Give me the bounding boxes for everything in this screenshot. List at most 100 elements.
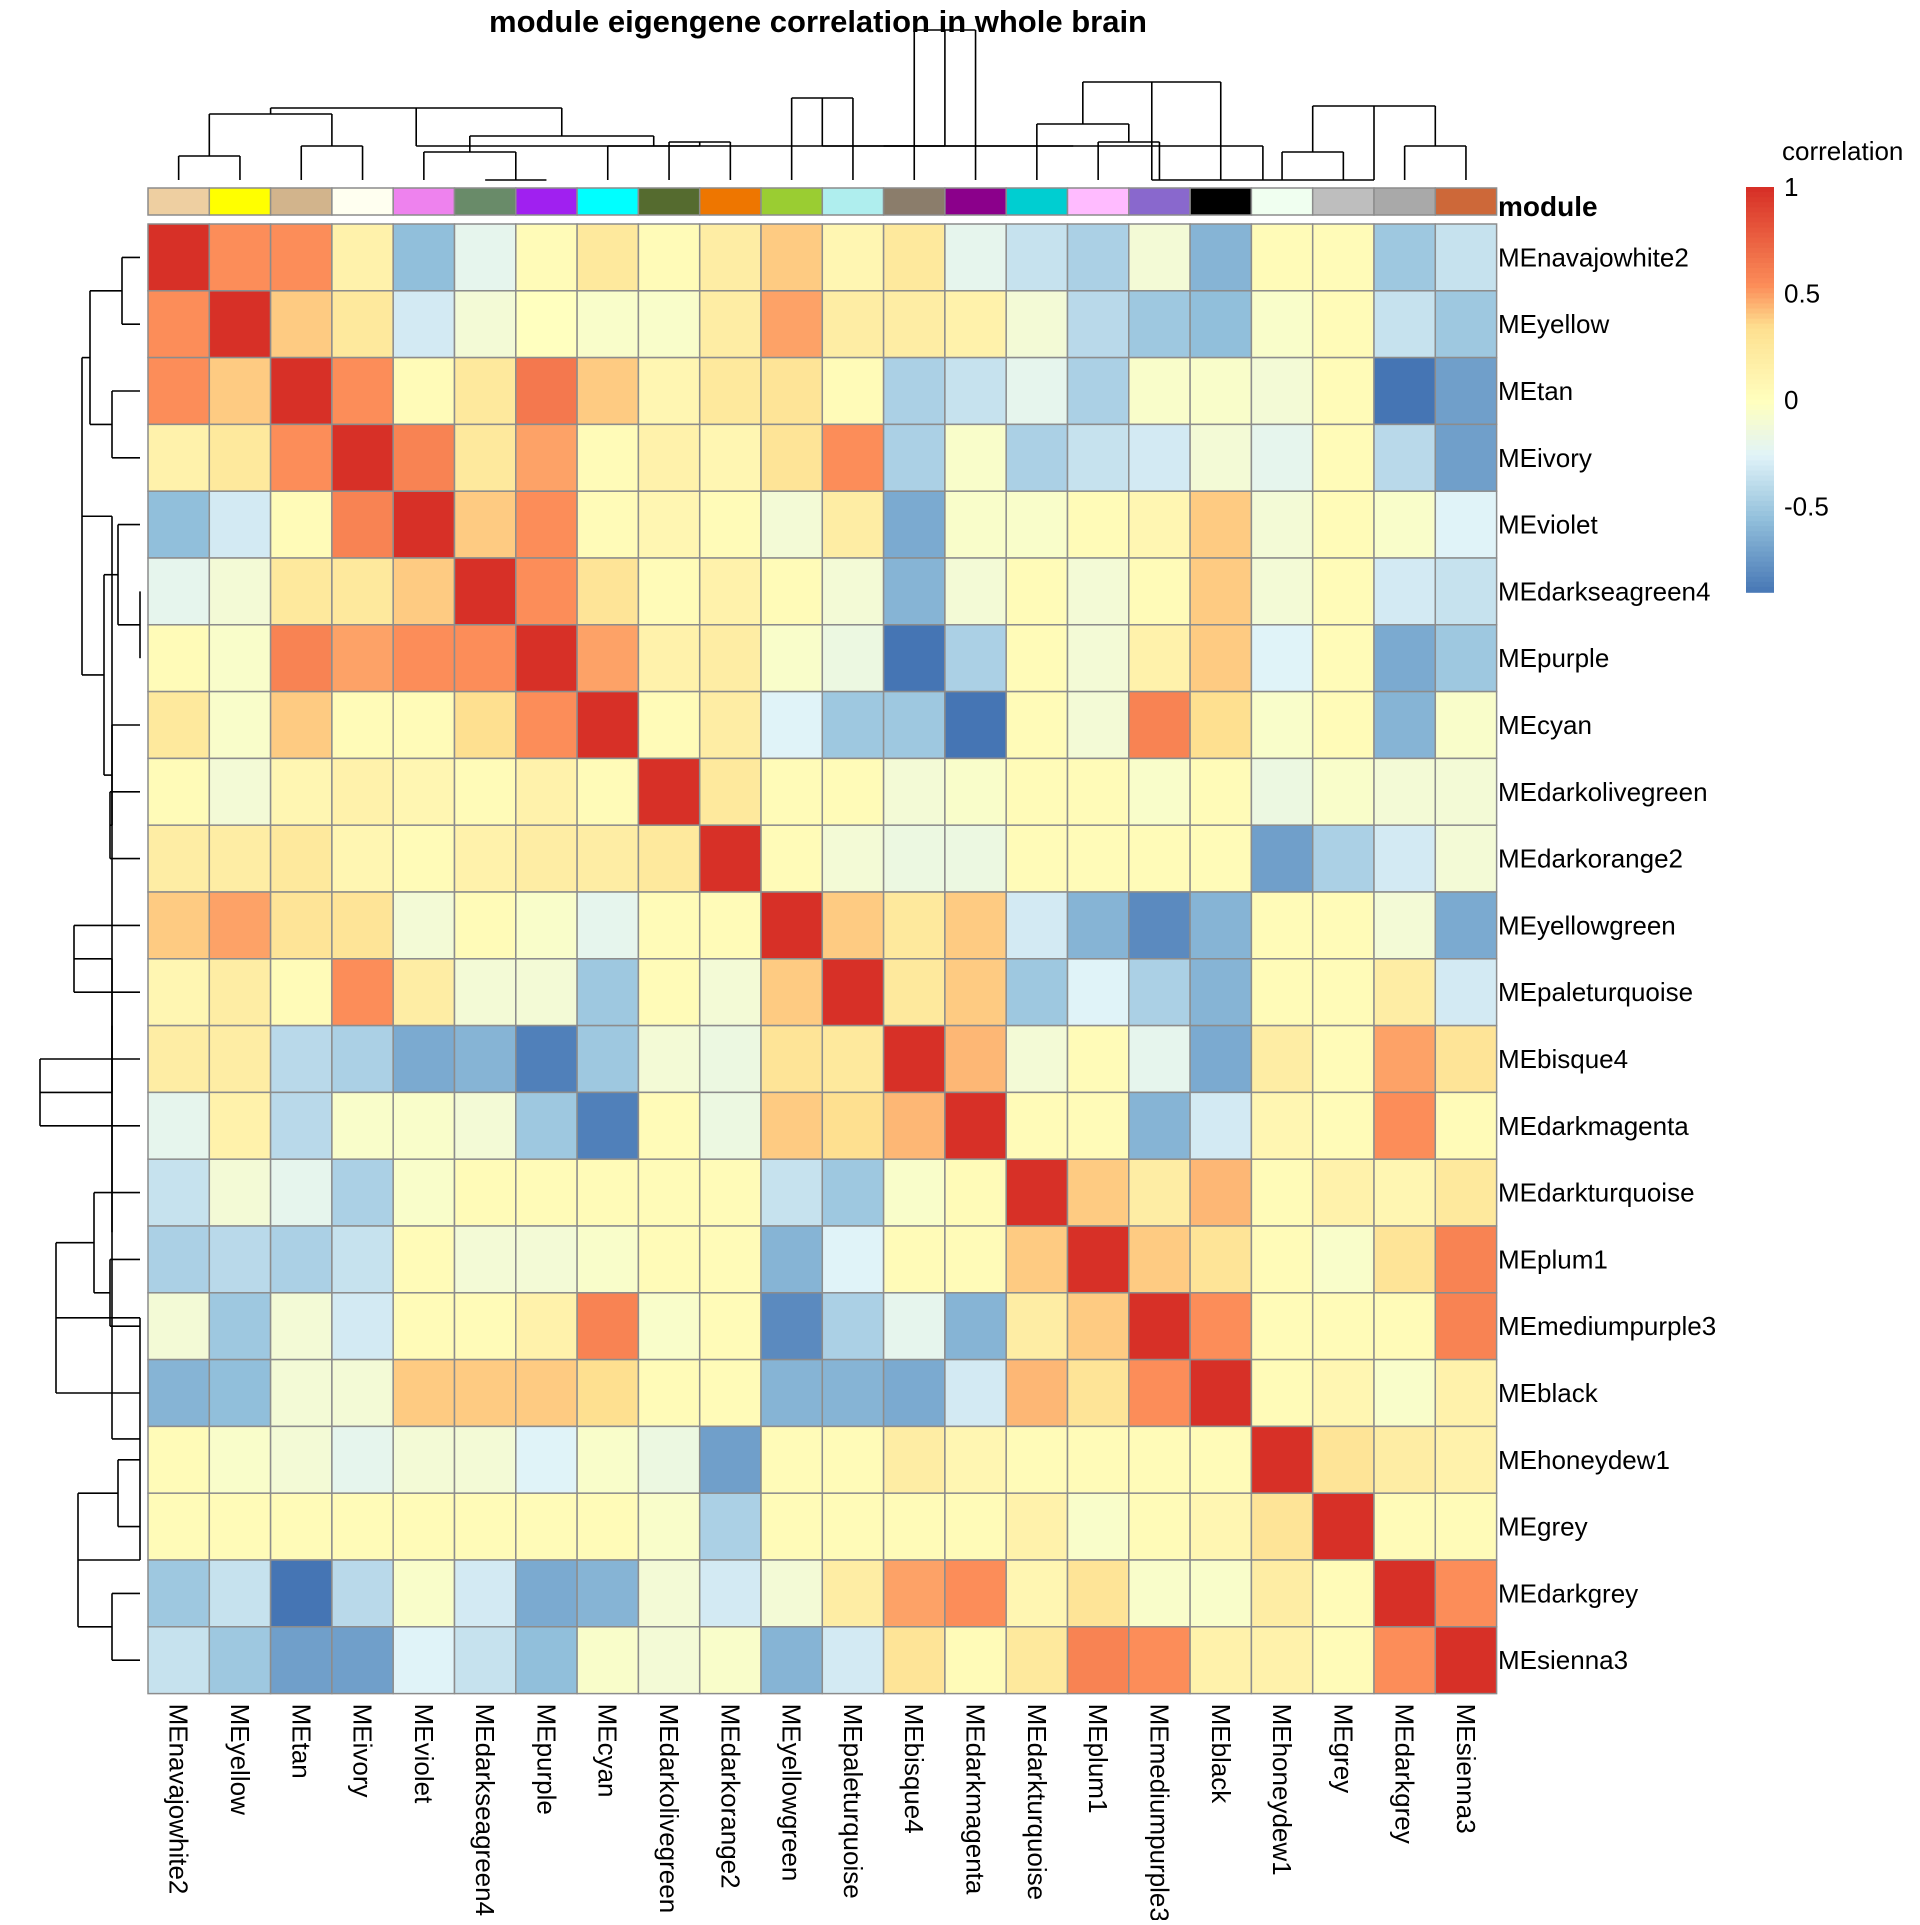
heatmap-cell-MEgrey-MEpaleturquoise	[821, 1492, 885, 1561]
heatmap-cell-MEnavajowhite2-MEcyan	[576, 223, 640, 292]
heatmap-cell-MEivory-MEdarkturquoise	[1005, 423, 1069, 492]
heatmap-cell-MEdarkseagreen4-MEdarkmagenta	[944, 557, 1007, 626]
heatmap-cell-MEdarkmagenta-MEdarkturquoise	[1005, 1091, 1069, 1160]
heatmap-cell-MEpurple-MEcyan	[576, 624, 640, 693]
legend-gradient-step	[1746, 318, 1774, 325]
legend-gradient-step	[1746, 379, 1774, 386]
legend-gradient-step	[1746, 394, 1774, 401]
heatmap-cell-MEviolet-MEviolet	[392, 490, 456, 559]
heatmap-cell-MEbisque4-MEdarkturquoise	[1005, 1024, 1069, 1094]
annotation-swatch-MEblack	[1189, 187, 1253, 216]
row-label: MEtan	[1498, 376, 1573, 406]
heatmap-cell-MEpurple-MEpurple	[515, 624, 578, 693]
legend-tick-label: 0.5	[1784, 279, 1820, 309]
column-label: MEplum1	[1083, 1704, 1113, 1814]
heatmap-cell-MEviolet-MEblack	[1189, 490, 1253, 559]
heatmap-cell-MEpaleturquoise-MEcyan	[576, 958, 640, 1027]
legend-gradient-step	[1746, 389, 1774, 396]
heatmap-cell-MEpurple-MEivory	[331, 624, 394, 693]
heatmap-cell-MEdarkorange2-MEdarkorange2	[698, 824, 762, 893]
heatmap-cell-MEbisque4-MEdarkorange2	[698, 1024, 762, 1094]
heatmap-cell-MEivory-MEtan	[269, 423, 333, 492]
heatmap-cell-MEgrey-MEhoneydew1	[1250, 1492, 1314, 1561]
legend-gradient-step	[1746, 470, 1774, 477]
heatmap-cell-MEdarkorange2-MEviolet	[392, 824, 456, 893]
heatmap-cell-MEpaleturquoise-MEbisque4	[882, 958, 946, 1027]
heatmap-cell-MEmediumpurple3-MEdarkorange2	[698, 1292, 762, 1361]
legend-gradient-step	[1746, 232, 1774, 239]
heatmap-cell-MEnavajowhite2-MEivory	[331, 223, 394, 292]
heatmap-cell-MEhoneydew1-MEmediumpurple3	[1128, 1425, 1191, 1494]
heatmap-cell-MEgrey-MEtan	[269, 1492, 333, 1561]
heatmap-cell-MEbisque4-MEdarkgrey	[1373, 1024, 1437, 1094]
legend-gradient-step	[1746, 586, 1774, 593]
heatmap-cell-MEdarkolivegreen-MEbisque4	[882, 757, 946, 826]
heatmap-cell-MEhoneydew1-MEnavajowhite2	[147, 1425, 211, 1494]
heatmap-cell-MEmediumpurple3-MEpaleturquoise	[821, 1292, 885, 1361]
heatmap-cell-MEviolet-MEdarkorange2	[698, 490, 762, 559]
heatmap-cell-MEbisque4-MEmediumpurple3	[1128, 1024, 1191, 1094]
heatmap-cell-MEmediumpurple3-MEdarkgrey	[1373, 1292, 1437, 1361]
heatmap-cell-MEdarkgrey-MEdarkolivegreen	[637, 1559, 701, 1628]
heatmap-cell-MEnavajowhite2-MEdarkolivegreen	[637, 223, 701, 292]
heatmap-cell-MEmediumpurple3-MEcyan	[576, 1292, 640, 1361]
heatmap-cell-MEsienna3-MEdarkgrey	[1373, 1626, 1437, 1695]
heatmap-cell-MEnavajowhite2-MEdarkmagenta	[944, 223, 1007, 292]
column-label: MEivory	[348, 1704, 378, 1798]
heatmap-cell-MEdarkmagenta-MEmediumpurple3	[1128, 1091, 1191, 1160]
heatmap-cell-MEcyan-MEdarkturquoise	[1005, 690, 1069, 760]
module-annotation-label: module	[1498, 191, 1598, 222]
heatmap-cell-MEtan-MEnavajowhite2	[147, 356, 211, 426]
heatmap-cell-MEdarkturquoise-MEyellowgreen	[760, 1158, 824, 1227]
heatmap-cell-MEivory-MEdarkmagenta	[944, 423, 1007, 492]
column-label: MEnavajowhite2	[164, 1704, 194, 1895]
heatmap-cell-MEdarkgrey-MEblack	[1189, 1559, 1253, 1628]
annotation-swatch-MEdarkseagreen4	[453, 187, 517, 216]
column-label: MEpaleturquoise	[838, 1704, 868, 1899]
legend-gradient-step	[1746, 328, 1774, 335]
heatmap-cell-MEpaleturquoise-MEtan	[269, 958, 333, 1027]
heatmap-cell-MEdarkorange2-MEhoneydew1	[1250, 824, 1314, 893]
heatmap-cell-MEgrey-MEplum1	[1066, 1492, 1130, 1561]
heatmap-cell-MEmediumpurple3-MEivory	[331, 1292, 394, 1361]
legend-gradient-step	[1746, 419, 1774, 426]
heatmap-cell-MEdarkturquoise-MEpurple	[515, 1158, 578, 1227]
legend-gradient-step	[1746, 308, 1774, 315]
heatmap-cell-MEdarkturquoise-MEdarkorange2	[698, 1158, 762, 1227]
chart-title: module eigengene correlation in whole br…	[489, 4, 1147, 39]
legend-gradient-step	[1746, 541, 1774, 548]
legend-gradient-step	[1746, 343, 1774, 350]
heatmap-cell-MEdarkorange2-MEdarkmagenta	[944, 824, 1007, 893]
heatmap-cell-MEdarkorange2-MEdarkturquoise	[1005, 824, 1069, 893]
heatmap-cell-MEpurple-MEviolet	[392, 624, 456, 693]
heatmap-cell-MEdarkseagreen4-MEcyan	[576, 557, 640, 626]
heatmap-cell-MEdarkorange2-MEpaleturquoise	[821, 824, 885, 893]
heatmap-cell-MEhoneydew1-MEyellowgreen	[760, 1425, 824, 1494]
heatmap-cell-MEdarkseagreen4-MEyellow	[208, 557, 272, 626]
heatmap-cell-MEbisque4-MEblack	[1189, 1024, 1253, 1094]
heatmap-cell-MEsienna3-MEpurple	[515, 1626, 578, 1695]
heatmap-cell-MEnavajowhite2-MEpaleturquoise	[821, 223, 885, 292]
heatmap-cell-MEivory-MEgrey	[1311, 423, 1375, 492]
legend-gradient-step	[1746, 354, 1774, 360]
heatmap-cell-MEhoneydew1-MEpaleturquoise	[821, 1425, 885, 1494]
heatmap-cell-MEyellow-MEbisque4	[882, 290, 946, 359]
heatmap-cell-MEgrey-MEdarkolivegreen	[637, 1492, 701, 1561]
heatmap-cell-MEnavajowhite2-MEnavajowhite2	[147, 223, 211, 292]
legend-gradient-step	[1746, 202, 1774, 209]
heatmap-cell-MEdarkorange2-MEyellow	[208, 824, 272, 893]
heatmap-cell-MEmediumpurple3-MEgrey	[1311, 1292, 1375, 1361]
heatmap-cell-MEpurple-MEnavajowhite2	[147, 624, 211, 693]
heatmap-cell-MEdarkmagenta-MEdarkmagenta	[944, 1091, 1007, 1160]
annotation-swatch-MEdarkorange2	[698, 187, 762, 216]
heatmap-cell-MEsienna3-MEdarkmagenta	[944, 1626, 1007, 1695]
heatmap-cell-MEdarkturquoise-MEcyan	[576, 1158, 640, 1227]
heatmap-cell-MEtan-MEdarkgrey	[1373, 356, 1437, 426]
heatmap-cell-MEblack-MEpaleturquoise	[821, 1358, 885, 1428]
heatmap-cell-MEpurple-MEplum1	[1066, 624, 1130, 693]
heatmap-cell-MEdarkorange2-MEcyan	[576, 824, 640, 893]
column-label: MEgrey	[1328, 1704, 1358, 1794]
heatmap-cell-MEcyan-MEbisque4	[882, 690, 946, 760]
heatmap-cell-MEpurple-MEgrey	[1311, 624, 1375, 693]
heatmap-cell-MEyellowgreen-MEtan	[269, 891, 333, 960]
